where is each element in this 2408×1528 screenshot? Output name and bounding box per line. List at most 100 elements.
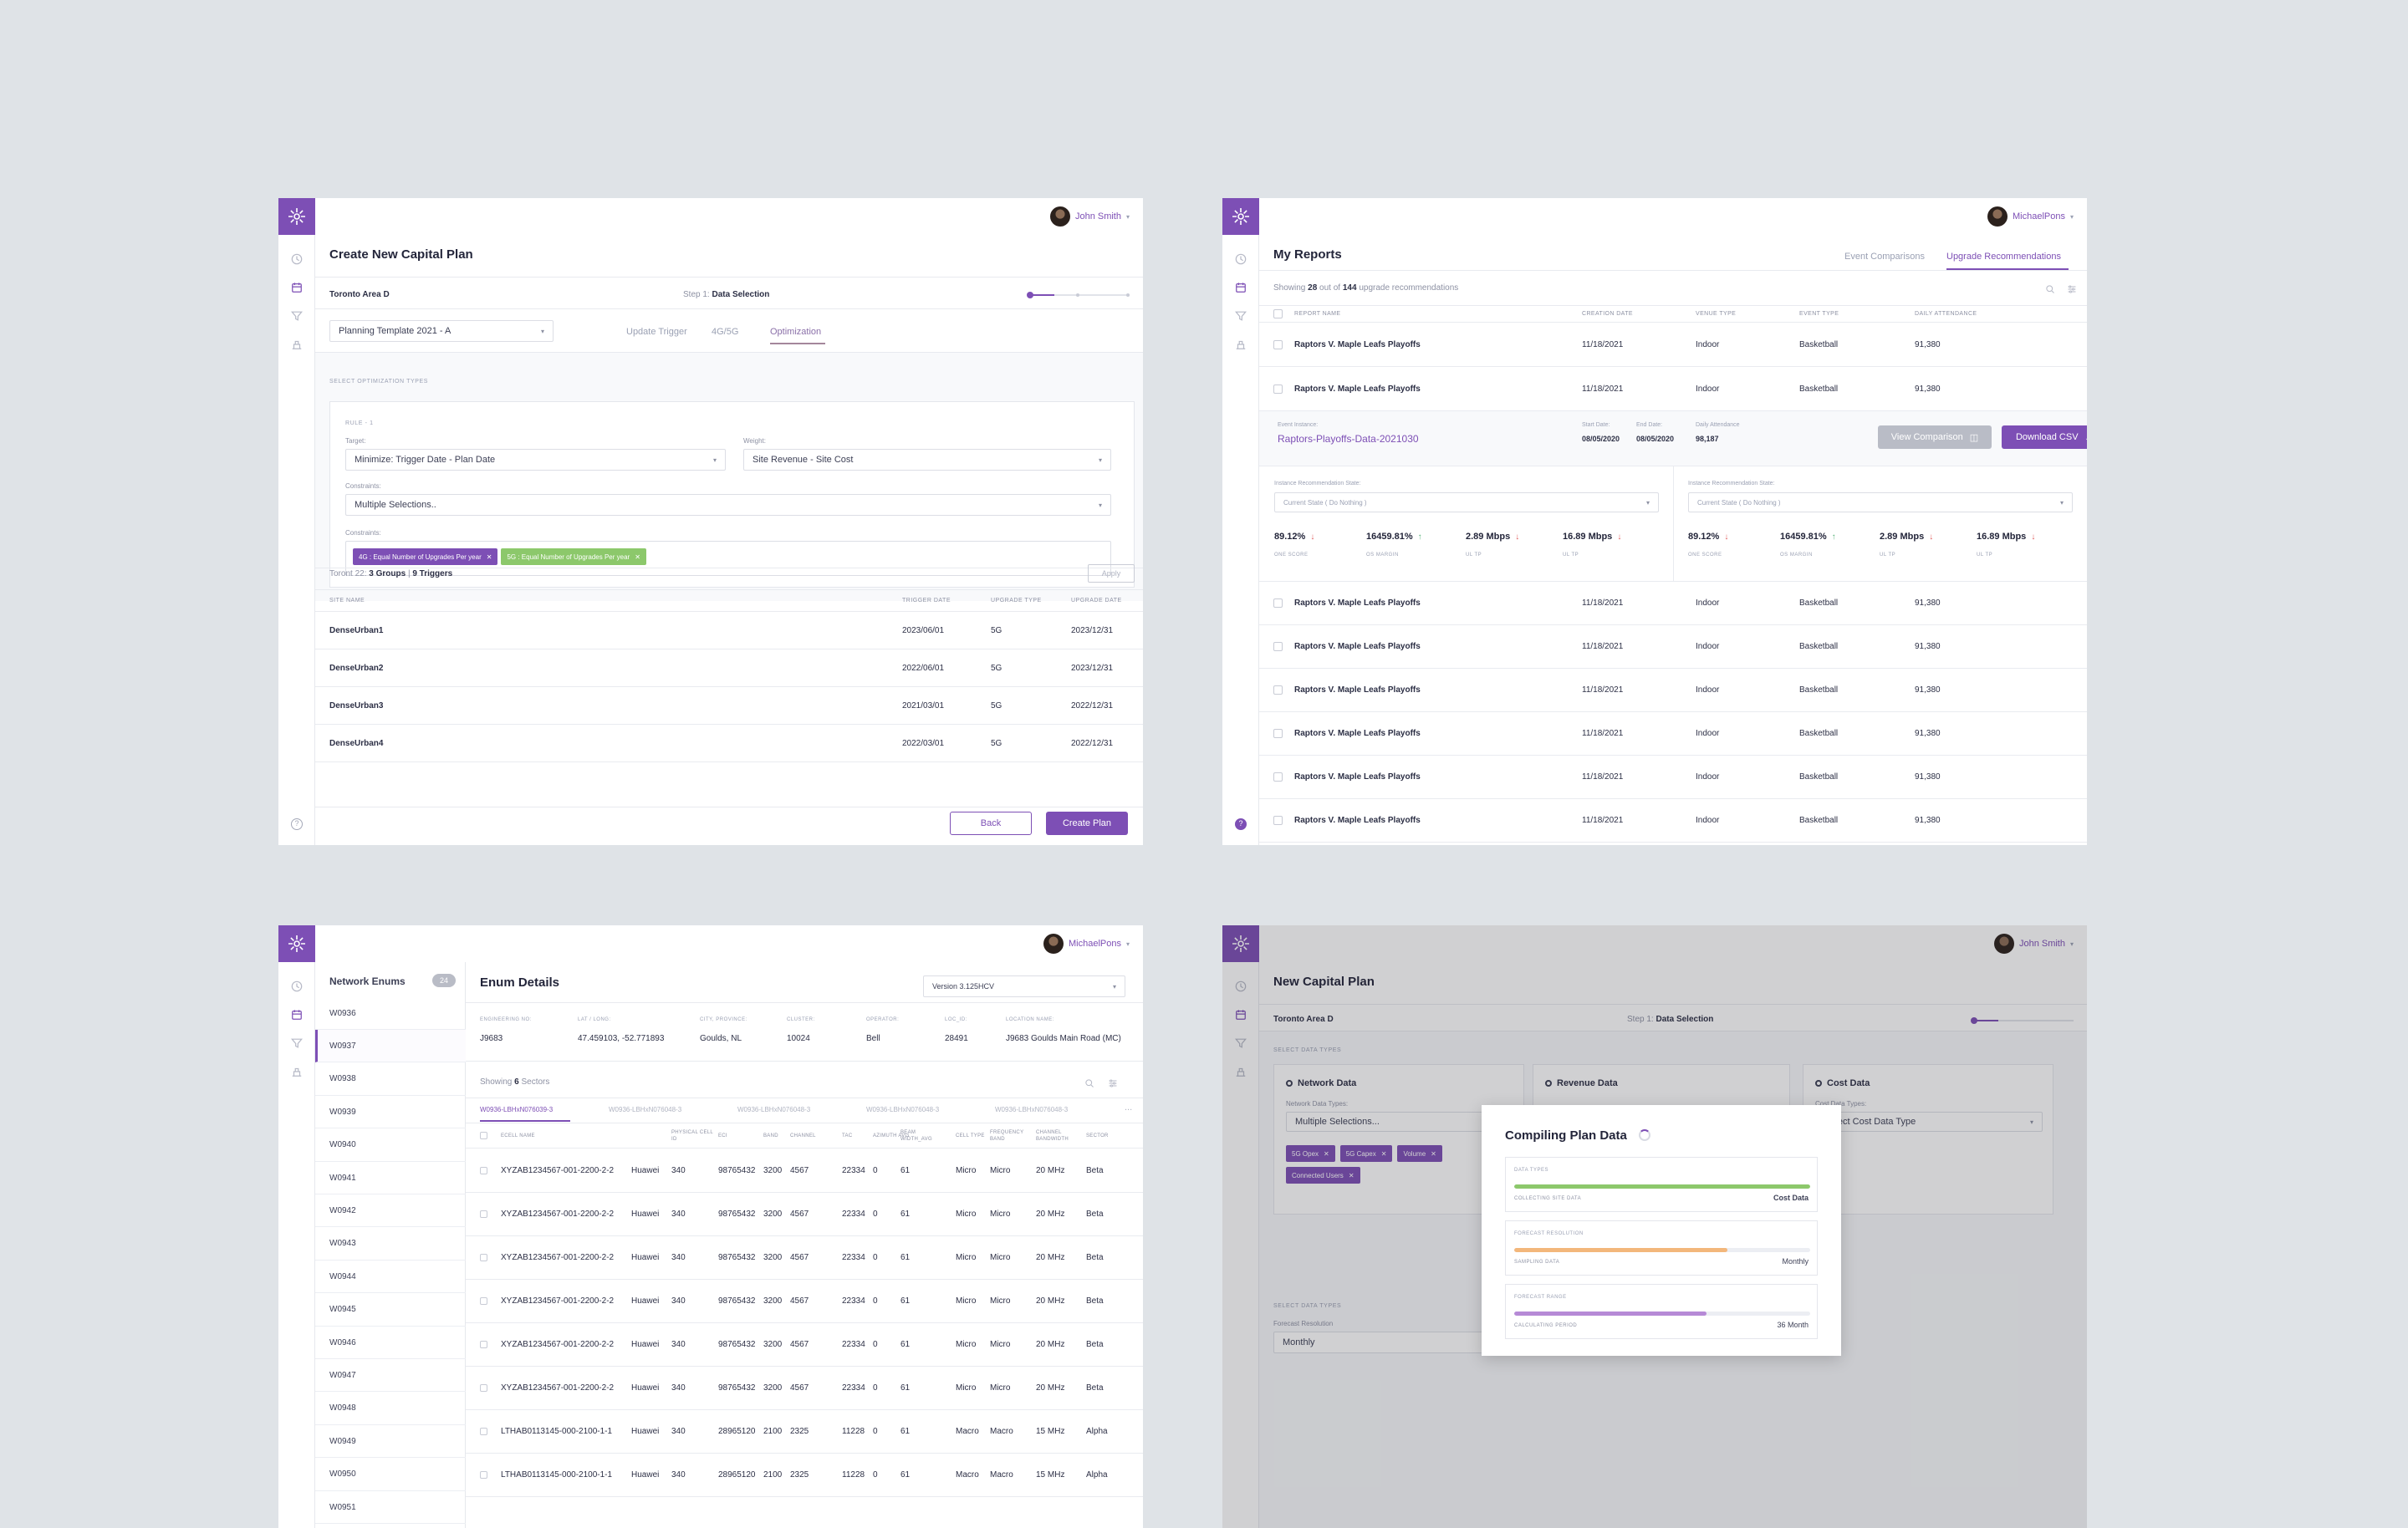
user-name[interactable]: John Smith	[2018, 939, 2065, 949]
chevron-down-icon[interactable]: ▾	[2069, 212, 2074, 221]
table-row[interactable]: DenseUrban4 2022/03/01 5G 2022/12/31	[315, 725, 1143, 762]
event-instance-link[interactable]: Raptors-Playoffs-Data-2021030	[1278, 433, 1419, 445]
enum-list-item[interactable]: W0945	[315, 1294, 466, 1327]
sector-tab[interactable]: W0936-LBHxN076048-3	[737, 1106, 811, 1113]
enum-list-item[interactable]: W0941	[315, 1162, 466, 1194]
settings-sliders-icon[interactable]	[2067, 283, 2077, 298]
enum-list-item[interactable]: W0948	[315, 1393, 466, 1425]
enum-list-item[interactable]: W0949	[315, 1425, 466, 1459]
back-button[interactable]: Back	[950, 812, 1032, 835]
table-row[interactable]: LTHAB0113145-000-2100-1-1 Huawei 340 289651…	[466, 1410, 1143, 1454]
target-select[interactable]: Minimize: Trigger Date - Plan Date	[345, 449, 726, 471]
create-plan-button[interactable]: Create Plan	[1046, 812, 1128, 835]
table-row[interactable]: XYZAB1234567-001-2200-2-2 Huawei 340 987654…	[466, 1323, 1143, 1367]
row-checkbox[interactable]	[1273, 685, 1283, 695]
user-name[interactable]: MichaelPons	[2013, 211, 2065, 222]
row-checkbox[interactable]	[480, 1167, 487, 1174]
app-logo-icon[interactable]	[1222, 198, 1259, 235]
app-logo-icon[interactable]	[278, 925, 315, 962]
help-icon[interactable]: ?	[291, 818, 303, 830]
filter-icon[interactable]	[291, 310, 303, 322]
avatar[interactable]	[1993, 934, 2014, 954]
row-checkbox[interactable]	[480, 1254, 487, 1261]
tower-icon[interactable]	[291, 339, 303, 350]
row-checkbox[interactable]	[1273, 729, 1283, 738]
template-select[interactable]: Planning Template 2021 - A	[329, 320, 554, 342]
table-row[interactable]: Raptors V. Maple Leafs Playoffs 11/18/202…	[1259, 799, 2087, 843]
history-icon[interactable]	[291, 980, 303, 992]
more-tabs-icon[interactable]: ...	[1125, 1103, 1133, 1113]
filter-icon[interactable]	[1235, 310, 1247, 322]
enum-list-item[interactable]: W0944	[315, 1261, 466, 1294]
enum-list-item[interactable]: W0942	[315, 1194, 466, 1228]
calendar-icon[interactable]	[291, 282, 303, 293]
sector-tab[interactable]: W0936-LBHxN076048-3	[995, 1106, 1069, 1113]
row-checkbox[interactable]	[480, 1297, 487, 1305]
state-select[interactable]: Current State ( Do Nothing )	[1688, 492, 2073, 512]
help-icon[interactable]: ?	[1235, 818, 1247, 830]
constraints-select[interactable]: Multiple Selections..	[345, 494, 1111, 516]
version-select[interactable]: Version 3.125HCV	[923, 975, 1125, 997]
row-checkbox[interactable]	[480, 1210, 487, 1218]
constraints-chip-input[interactable]: 4G : Equal Number of Upgrades Per year ✕ …	[345, 541, 1111, 576]
data-type-title[interactable]: Revenue Data	[1545, 1078, 1618, 1088]
avatar[interactable]	[1987, 206, 2008, 227]
table-row[interactable]: XYZAB1234567-001-2200-2-2 Huawei 340 987654…	[466, 1367, 1143, 1410]
close-icon[interactable]: ✕	[1348, 1171, 1354, 1179]
chevron-down-icon[interactable]: ▾	[1125, 940, 1130, 948]
tab-4g5g[interactable]: 4G/5G	[712, 327, 739, 337]
table-row[interactable]: Raptors V. Maple Leafs Playoffs 11/18/202…	[1259, 756, 2087, 799]
settings-sliders-icon[interactable]	[1108, 1077, 1118, 1093]
close-icon[interactable]: ✕	[635, 553, 640, 561]
enum-list-item[interactable]: W0943	[315, 1228, 466, 1261]
table-row[interactable]: Raptors V. Maple Leafs Playoffs 11/18/202…	[1259, 712, 2087, 756]
row-checkbox[interactable]	[480, 1384, 487, 1392]
tower-icon[interactable]	[291, 1066, 303, 1077]
resolution-select[interactable]: Monthly	[1273, 1332, 1516, 1353]
view-comparison-button[interactable]: View Comparison ◫	[1878, 425, 1992, 449]
row-checkbox[interactable]	[1273, 816, 1283, 825]
table-row[interactable]: XYZAB1234567-001-2200-2-2 Huawei 340 987654…	[466, 1280, 1143, 1323]
search-icon[interactable]	[2045, 283, 2055, 298]
close-icon[interactable]: ✕	[1380, 1149, 1387, 1158]
weight-select[interactable]: Site Revenue - Site Cost	[743, 449, 1111, 471]
row-checkbox[interactable]	[1273, 385, 1283, 394]
tab-update-trigger[interactable]: Update Trigger	[626, 327, 687, 337]
enum-list-item[interactable]: W0937	[315, 1030, 466, 1063]
user-name[interactable]: John Smith	[1074, 211, 1121, 222]
radio-icon[interactable]	[1815, 1080, 1822, 1087]
enum-list-item[interactable]: W0939	[315, 1096, 466, 1129]
download-csv-button[interactable]: Download CSV↓	[2002, 425, 2087, 449]
state-select[interactable]: Current State ( Do Nothing )	[1274, 492, 1659, 512]
app-logo-icon[interactable]	[1222, 925, 1259, 962]
table-row[interactable]: XYZAB1234567-001-2200-2-2 Huawei 340 987654…	[466, 1149, 1143, 1193]
chevron-down-icon[interactable]: ▾	[2069, 940, 2074, 948]
calendar-icon[interactable]	[291, 1009, 303, 1021]
table-row[interactable]: DenseUrban3 2021/03/01 5G 2022/12/31	[315, 687, 1143, 725]
radio-icon[interactable]	[1286, 1080, 1293, 1087]
row-checkbox[interactable]	[1273, 598, 1283, 608]
table-row[interactable]: Raptors V. Maple Leafs Playoffs 11/18/202…	[1259, 582, 2087, 625]
avatar[interactable]	[1043, 934, 1064, 954]
select-all-checkbox[interactable]	[1273, 309, 1283, 318]
search-icon[interactable]	[1084, 1077, 1094, 1093]
row-checkbox[interactable]	[1273, 340, 1283, 349]
sector-tab[interactable]: W0936-LBHxN076048-3	[866, 1106, 940, 1113]
select-all-checkbox[interactable]	[480, 1132, 487, 1139]
row-checkbox[interactable]	[480, 1428, 487, 1435]
data-type-title[interactable]: Network Data	[1286, 1078, 1356, 1088]
close-icon[interactable]: ✕	[1431, 1149, 1436, 1158]
row-checkbox[interactable]	[1273, 772, 1283, 782]
tab-optimization[interactable]: Optimization	[770, 327, 822, 337]
close-icon[interactable]: ✕	[486, 553, 492, 561]
enum-list-item[interactable]: W0938	[315, 1063, 466, 1096]
app-logo-icon[interactable]	[278, 198, 315, 235]
table-row[interactable]: XYZAB1234567-001-2200-2-2 Huawei 340 987654…	[466, 1236, 1143, 1280]
enum-list-item[interactable]: W0947	[315, 1359, 466, 1393]
table-row[interactable]: Raptors V. Maple Leafs Playoffs 11/18/202…	[1259, 323, 2087, 367]
chevron-down-icon[interactable]: ▾	[1125, 212, 1130, 221]
history-icon[interactable]	[291, 253, 303, 265]
table-row[interactable]: Raptors V. Maple Leafs Playoffs 11/18/202…	[1259, 368, 2087, 411]
enum-list-item[interactable]: W0951	[315, 1491, 466, 1524]
filter-icon[interactable]	[291, 1037, 303, 1049]
